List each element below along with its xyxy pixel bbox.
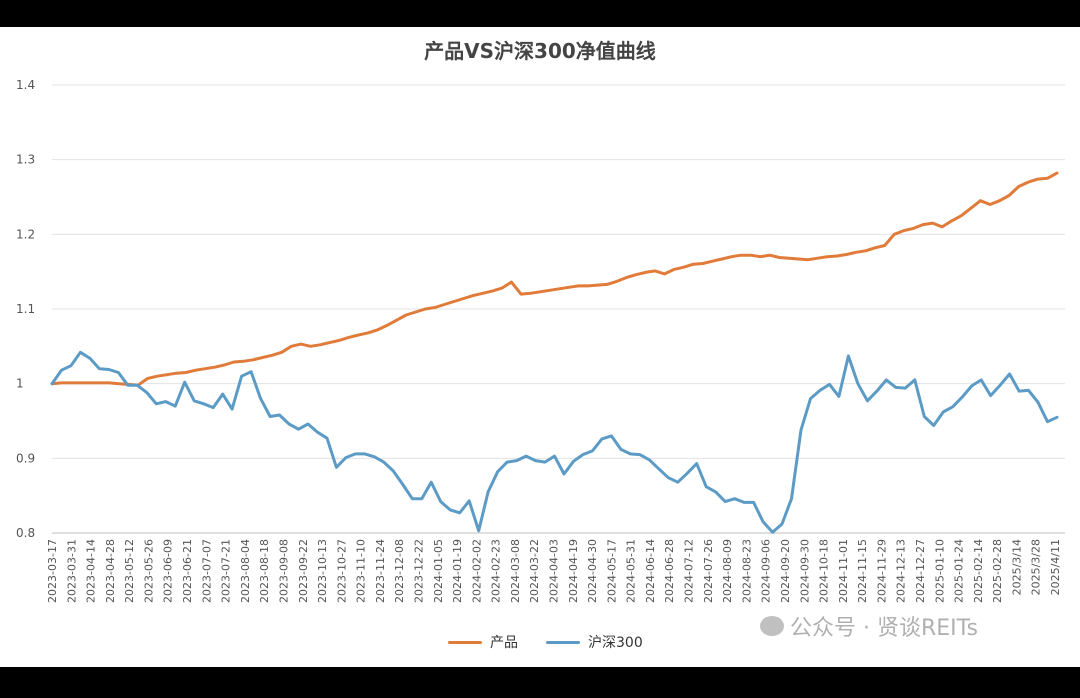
series-line-product (50, 171, 1059, 387)
x-tick-label: 2024-11-01 (837, 539, 850, 603)
y-tick-label: 1.3 (16, 153, 35, 167)
x-tick-label: 2025-02-28 (991, 539, 1004, 603)
x-tick-label: 2023-05-26 (142, 539, 155, 603)
x-tick-label: 2023-03-17 (46, 539, 59, 603)
x-tick-label: 2023-09-08 (277, 539, 290, 603)
y-tick-label: 1.2 (16, 227, 35, 241)
x-tick-label: 2023-06-09 (162, 539, 175, 603)
x-tick-label: 2023-12-08 (393, 539, 406, 603)
y-tick-label: 1.1 (16, 302, 35, 316)
x-tick-label: 2024-11-29 (875, 539, 888, 603)
chart-frame: 产品VS沪深300净值曲线 1.4 1.3 1.2 1.1 1 0.9 0.8 2023-03… (0, 27, 1080, 667)
legend-label-product: 产品 (490, 635, 518, 651)
legend-swatch-hs300 (546, 640, 580, 644)
x-tick-label: 2023-12-22 (412, 539, 425, 603)
line-chart: 1.4 1.3 1.2 1.1 1 0.9 0.8 2023-03-17 2023-03-31 2… (16, 78, 1065, 603)
x-tick-label: 2024-02-02 (470, 539, 483, 603)
x-tick-label: 2023-08-04 (239, 539, 252, 603)
watermark-text: 公众号 · 贤谈REITs (790, 616, 978, 641)
chart-title: 产品VS沪深300净值曲线 (424, 39, 656, 63)
x-tick-label: 2024-07-12 (683, 539, 696, 603)
wechat-icon (760, 616, 784, 636)
x-tick-label: 2023-05-12 (123, 539, 136, 603)
x-tick-label: 2024-06-28 (663, 539, 676, 603)
x-tick-label: 2025/3/28 (1030, 539, 1043, 595)
x-tick-label: 2023-10-27 (335, 539, 348, 603)
x-tick-label: 2024-01-05 (432, 539, 445, 603)
x-tick-label: 2024-04-03 (548, 539, 561, 603)
x-tick-label: 2023-08-18 (258, 539, 271, 603)
x-tick-label: 2023-07-21 (220, 539, 233, 603)
x-tick-label: 2023-04-14 (85, 539, 98, 603)
x-tick-label: 2024-03-22 (528, 539, 541, 603)
x-tick-label: 2024-09-06 (760, 539, 773, 603)
x-tick-label: 2024-07-26 (702, 539, 715, 603)
x-tick-label: 2025/4/11 (1049, 539, 1062, 595)
x-tick-label: 2025/3/14 (1010, 539, 1023, 595)
x-tick-label: 2023-04-28 (104, 539, 117, 603)
legend-swatch-product (448, 640, 482, 644)
chart-legend: 产品 沪深300 (448, 632, 643, 652)
x-tick-label: 2024-10-18 (818, 539, 831, 603)
x-tick-label: 2025-01-10 (933, 539, 946, 603)
x-tick-label: 2024-09-30 (798, 539, 811, 603)
x-tick-label: 2023-03-31 (65, 539, 78, 603)
y-tick-label: 1.4 (16, 78, 35, 92)
x-tick-label: 2024-05-17 (605, 539, 618, 603)
x-tick-label: 2024-04-19 (567, 539, 580, 603)
x-tick-label: 2024-12-27 (914, 539, 927, 603)
x-tick-label: 2025-02-14 (972, 539, 985, 603)
x-tick-label: 2024-03-08 (509, 539, 522, 603)
x-tick-label: 2024-12-13 (895, 539, 908, 603)
y-tick-label: 1 (16, 377, 24, 391)
x-tick-label: 2024-04-30 (586, 539, 599, 603)
x-tick-label: 2023-10-13 (316, 539, 329, 603)
x-tick-label: 2025-01-24 (953, 539, 966, 603)
x-tick-label: 2023-11-10 (355, 539, 368, 603)
x-tick-label: 2024-06-14 (644, 539, 657, 603)
x-tick-label: 2023-06-21 (181, 539, 194, 603)
x-tick-label: 2024-05-31 (625, 539, 638, 603)
watermark: 公众号 · 贤谈REITs (760, 610, 978, 642)
x-tick-label: 2024-09-20 (779, 539, 792, 603)
x-tick-label: 2023-07-07 (200, 539, 213, 603)
x-tick-label: 2023-11-24 (374, 539, 387, 603)
legend-item-hs300: 沪深300 (546, 632, 643, 652)
legend-label-hs300: 沪深300 (588, 635, 643, 651)
x-tick-label: 2024-08-23 (740, 539, 753, 603)
x-tick-label: 2024-08-09 (721, 539, 734, 603)
series-line-hs300 (50, 350, 1059, 534)
x-tick-label: 2024-01-19 (451, 539, 464, 603)
legend-item-product: 产品 (448, 632, 518, 652)
x-tick-label: 2024-02-23 (490, 539, 503, 603)
x-tick-label: 2024-11-15 (856, 539, 869, 603)
y-tick-label: 0.9 (16, 451, 35, 465)
y-tick-label: 0.8 (16, 526, 35, 540)
x-tick-label: 2023-09-22 (297, 539, 310, 603)
